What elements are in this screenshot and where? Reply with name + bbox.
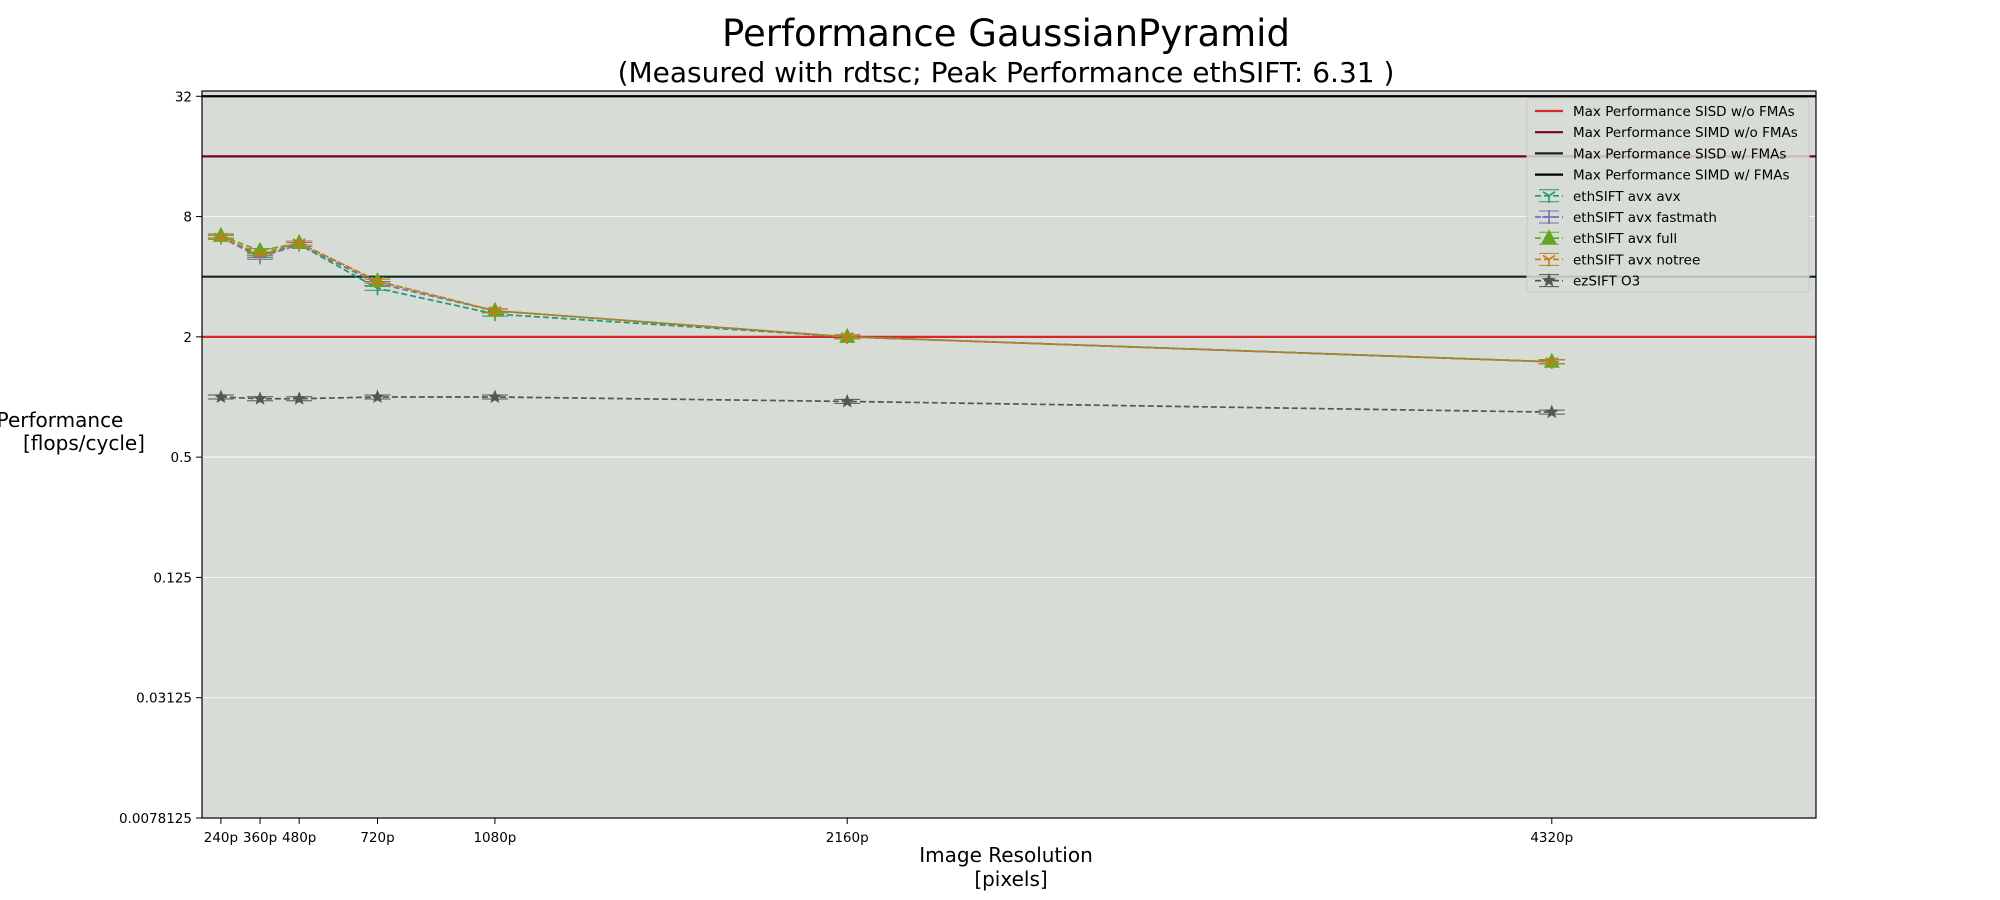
y-axis-label-line2: [flops/cycle] bbox=[23, 431, 145, 455]
x-tick-label: 480p bbox=[282, 830, 316, 846]
y-tick-label: 0.5 bbox=[171, 450, 192, 466]
data-point bbox=[371, 276, 384, 289]
legend-label: Max Performance SIMD w/o FMAs bbox=[1573, 125, 1798, 141]
data-point bbox=[252, 391, 268, 405]
data-point bbox=[487, 389, 503, 404]
legend-label: ethSIFT avx fastmath bbox=[1573, 210, 1717, 226]
chart-subtitle: (Measured with rdtsc; Peak Performance e… bbox=[618, 56, 1395, 89]
data-point bbox=[370, 389, 385, 404]
data-point bbox=[840, 332, 854, 344]
legend-label: Max Performance SISD w/o FMAs bbox=[1573, 104, 1795, 120]
data-point bbox=[292, 238, 306, 250]
x-tick-label: 360p bbox=[243, 830, 277, 846]
data-point bbox=[253, 249, 267, 261]
series bbox=[207, 389, 1565, 419]
x-axis: 240p 360p 480p 720p 1080p 2160p 4320p bbox=[204, 818, 1573, 846]
y-tick-label: 0.03125 bbox=[136, 691, 192, 707]
data-point bbox=[1541, 273, 1557, 287]
legend-label: Max Performance SISD w/ FMAs bbox=[1573, 146, 1786, 162]
y-tick-label: 2 bbox=[183, 330, 192, 346]
legend-label: ethSIFT avx notree bbox=[1573, 252, 1700, 268]
data-point bbox=[1542, 191, 1556, 203]
y-tick-label: 32 bbox=[175, 89, 192, 105]
legend-label: ezSIFT O3 bbox=[1573, 274, 1640, 290]
plot-frame bbox=[201, 90, 1817, 819]
data-point bbox=[214, 232, 228, 245]
legend-label: Max Performance SIMD w/ FMAs bbox=[1573, 168, 1790, 184]
data-point bbox=[840, 393, 855, 408]
legend-label: ethSIFT avx avx bbox=[1573, 189, 1681, 205]
legend-box bbox=[1526, 97, 1810, 293]
data-point bbox=[213, 389, 229, 404]
y-tick-label: 0.0078125 bbox=[119, 811, 192, 827]
x-tick-label: 720p bbox=[360, 830, 394, 846]
legend-label: ethSIFT avx full bbox=[1573, 231, 1677, 247]
data-point bbox=[1541, 229, 1557, 245]
x-tick-label: 2160p bbox=[826, 830, 869, 846]
x-tick-label: 240p bbox=[204, 830, 238, 846]
y-tick-label: 0.125 bbox=[153, 570, 192, 586]
y-axis: 0.0078125 0.03125 0.125 0.5 2 8 32 bbox=[119, 89, 202, 827]
x-axis-label-line1: Image Resolution bbox=[919, 843, 1093, 867]
data-point bbox=[292, 391, 307, 405]
data-point bbox=[1545, 357, 1559, 369]
chart-title: Performance GaussianPyramid bbox=[722, 12, 1290, 55]
data-point bbox=[1542, 210, 1556, 224]
x-axis-label-line2: [pixels] bbox=[974, 867, 1047, 891]
y-tick-label: 8 bbox=[183, 210, 192, 226]
legend: Max Performance SISD w/o FMAs Max Perform… bbox=[1526, 97, 1810, 293]
series bbox=[207, 232, 1565, 369]
y-axis-label-line1: Performance bbox=[0, 408, 123, 432]
data-point bbox=[488, 306, 502, 318]
series-layer bbox=[207, 226, 1565, 419]
data-point bbox=[1544, 404, 1559, 419]
data-point bbox=[1542, 254, 1556, 267]
x-tick-label: 1080p bbox=[473, 830, 516, 846]
x-tick-label: 4320p bbox=[1530, 830, 1573, 846]
